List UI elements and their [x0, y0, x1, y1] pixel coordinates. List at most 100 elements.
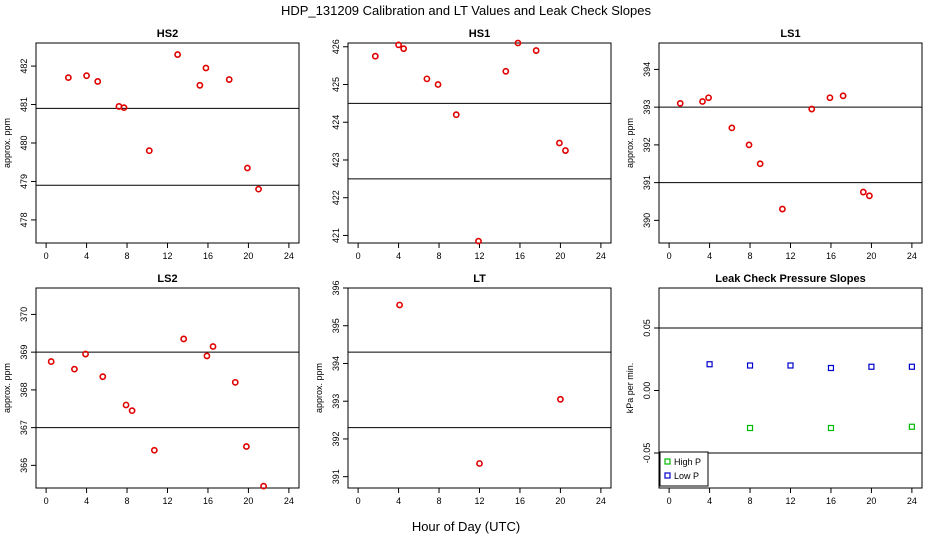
y-tick-label: 390 [642, 213, 652, 228]
x-tick-label: 12 [474, 496, 484, 506]
y-tick-label: 368 [19, 382, 29, 397]
legend-entry: High P [674, 457, 701, 467]
data-point [128, 407, 136, 415]
y-tick-label: 394 [642, 62, 652, 77]
x-tick-label: 8 [748, 251, 753, 261]
data-point [47, 358, 55, 365]
data-point [676, 99, 684, 107]
y-tick-label: 394 [331, 356, 341, 371]
y-tick-label: 426 [331, 39, 341, 54]
data-point [557, 395, 564, 403]
x-tick-label: 4 [84, 251, 89, 261]
data-point [255, 185, 262, 193]
y-tick-label: 396 [331, 280, 341, 295]
y-tick-label: 393 [642, 100, 652, 115]
y-tick-label: 392 [331, 431, 341, 446]
y-tick-label: 422 [331, 190, 341, 205]
data-point [400, 45, 408, 53]
legend-entry: Low P [674, 471, 699, 481]
data-point [779, 205, 786, 213]
y-tick-label: 478 [19, 212, 29, 227]
data-point [244, 164, 251, 172]
data-point [83, 72, 90, 80]
panel-lt: LT approx. ppm 0 4 8 12 16 20 24 391 392 393 394 395 3… [314, 273, 612, 506]
y-tick-label: 423 [331, 152, 341, 167]
data-point [827, 424, 835, 432]
data-point [705, 94, 712, 102]
data-point [475, 237, 482, 245]
data-point [145, 147, 153, 155]
y-axis-label: approx. ppm [625, 118, 635, 168]
x-tick-label: 0 [44, 496, 49, 506]
plot-frame [347, 287, 612, 489]
x-tick-label: 20 [243, 496, 253, 506]
panel-title: HS2 [157, 28, 178, 40]
x-tick-label: 16 [203, 251, 213, 261]
x-tick-label: 16 [203, 496, 213, 506]
x-tick-label: 16 [515, 496, 525, 506]
data-point [699, 98, 706, 105]
x-tick-label: 16 [826, 496, 836, 506]
data-point [839, 92, 847, 100]
x-tick-label: 20 [866, 496, 876, 506]
y-axis-label: approx. ppm [2, 363, 12, 413]
data-point [452, 111, 460, 119]
data-point [423, 75, 431, 83]
data-point [225, 76, 233, 83]
data-point [82, 350, 89, 358]
y-tick-label: 479 [19, 174, 29, 189]
data-point [859, 188, 867, 196]
x-tick-label: 8 [125, 251, 130, 261]
data-point [71, 365, 78, 373]
x-tick-label: 20 [866, 251, 876, 261]
y-tick-label: 0.00 [642, 382, 652, 400]
x-tick-label: 4 [396, 496, 401, 506]
x-tick-label: 8 [437, 496, 442, 506]
data-point [808, 105, 816, 113]
plot-frame [347, 42, 612, 244]
x-tick-label: 4 [707, 251, 712, 261]
data-point [202, 64, 210, 72]
x-tick-label: 24 [596, 496, 606, 506]
data-point [502, 67, 510, 75]
y-tick-label: -0.05 [642, 443, 652, 464]
y-tick-label: 480 [19, 135, 29, 150]
data-point [395, 41, 402, 49]
x-tick-label: 4 [396, 251, 401, 261]
panel-ls1: LS1 approx. ppm 0 4 8 12 16 20 24 390 391 392 393 394 [625, 28, 923, 261]
data-point [706, 361, 713, 368]
x-tick-label: 0 [356, 496, 361, 506]
data-point [756, 160, 764, 168]
panel-hs1: HS1 0 4 8 12 16 20 24 421 422 423 424 425 426 [331, 28, 612, 261]
y-tick-label: 391 [331, 469, 341, 484]
x-tick-label: 20 [243, 251, 253, 261]
x-tick-label: 24 [907, 251, 917, 261]
y-tick-label: 424 [331, 115, 341, 130]
y-tick-label: 395 [331, 318, 341, 333]
y-tick-label: 481 [19, 97, 29, 112]
y-tick-label: 393 [331, 394, 341, 409]
y-tick-label: 367 [19, 420, 29, 435]
figure-title: HDP_131209 Calibration and LT Values and… [281, 3, 652, 18]
data-point [746, 424, 754, 432]
data-point [209, 343, 217, 350]
x-tick-label: 8 [437, 251, 442, 261]
y-axis-label: approx. ppm [2, 118, 12, 168]
y-tick-label: 0.05 [642, 319, 652, 337]
x-tick-label: 12 [474, 251, 484, 261]
data-point [120, 104, 128, 112]
legend-marker [664, 458, 671, 465]
data-point [174, 51, 182, 58]
data-point [396, 301, 403, 309]
data-point [787, 362, 794, 369]
x-tick-label: 24 [284, 496, 294, 506]
legend-marker [664, 472, 671, 479]
x-tick-label: 0 [667, 251, 672, 261]
plot-frame [658, 42, 923, 244]
data-point [514, 39, 522, 47]
y-tick-label: 482 [19, 59, 29, 74]
figure-xlabel: Hour of Day (UTC) [412, 519, 520, 534]
data-point [371, 52, 379, 60]
x-tick-label: 8 [748, 496, 753, 506]
